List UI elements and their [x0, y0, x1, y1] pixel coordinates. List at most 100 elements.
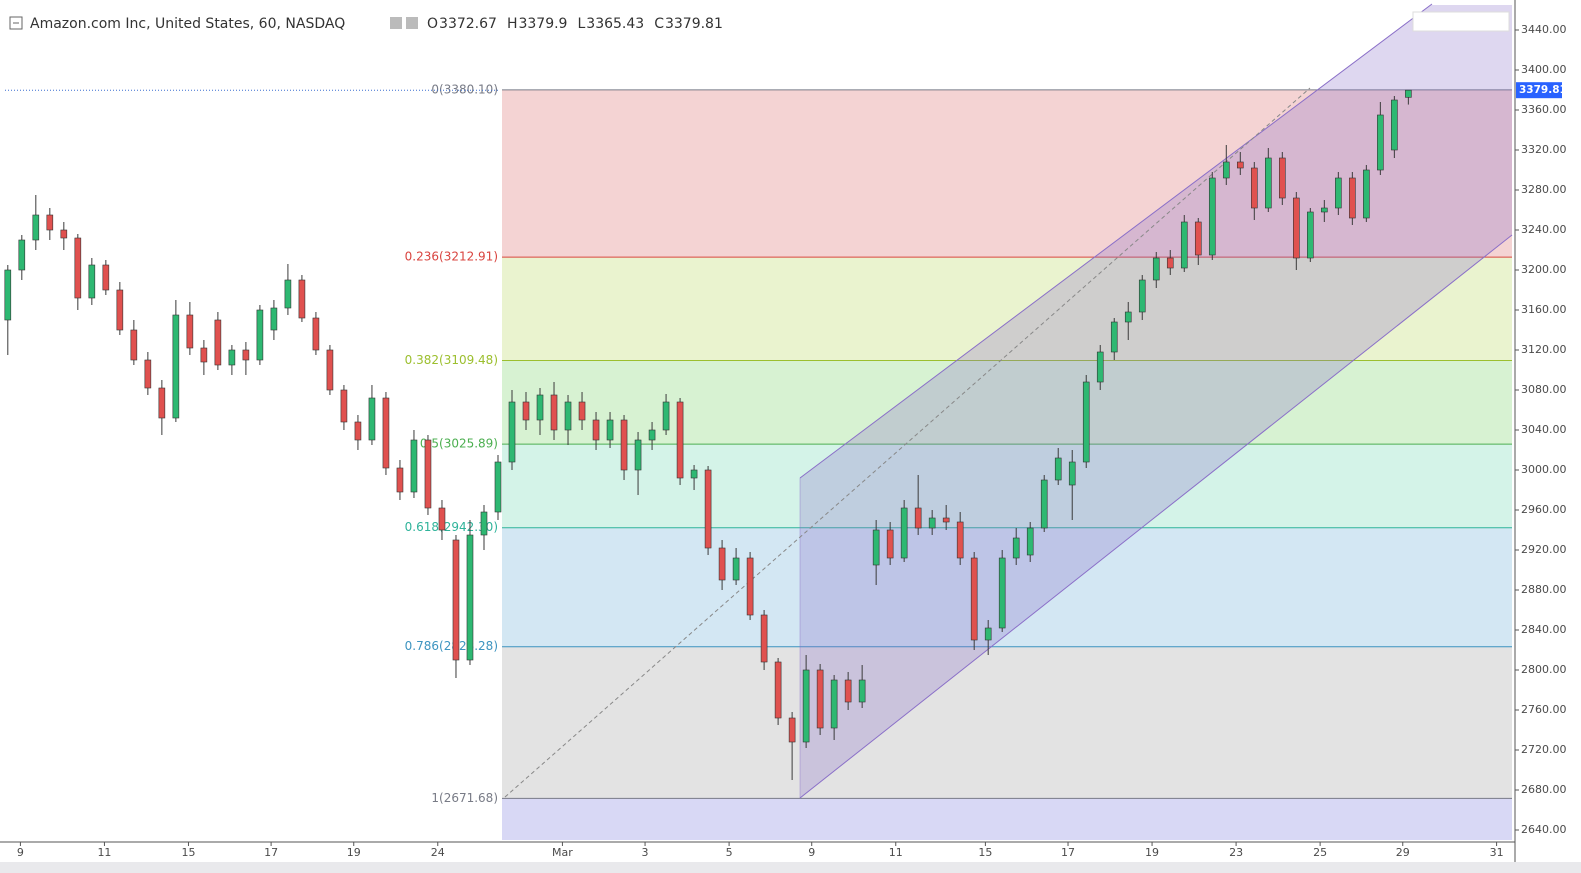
y-tick-label: 3280.00 [1521, 183, 1567, 196]
x-tick-label: 25 [1313, 846, 1327, 859]
candle-body [1068, 461, 1076, 486]
candle-body [214, 319, 222, 366]
x-tick-label: 15 [181, 846, 195, 859]
fib-label: 0.382(3109.48) [405, 353, 498, 367]
fib-zone [502, 89, 1512, 258]
y-tick-label: 2920.00 [1521, 543, 1567, 556]
x-tick-label: 24 [431, 846, 445, 859]
channel-lower [799, 234, 1513, 799]
candle-body [1307, 211, 1314, 259]
y-tick-label: 2800.00 [1521, 663, 1567, 676]
y-tick-label: 2960.00 [1521, 503, 1567, 516]
y-tick-label: 3200.00 [1521, 263, 1567, 276]
candle-body [760, 614, 768, 663]
candle-body [718, 547, 726, 581]
candle-body [256, 309, 264, 361]
candle-body [928, 517, 936, 529]
y-tick-label: 3360.00 [1521, 103, 1567, 116]
fib-label: 1(2671.68) [431, 791, 498, 805]
candle-body [1124, 311, 1132, 323]
fib-zone [502, 527, 1512, 647]
candle-body [578, 401, 586, 421]
candle-body [522, 401, 530, 421]
x-tick-label: 5 [726, 846, 733, 859]
last-price-label: 3379.81 [1519, 84, 1567, 96]
bottom-strip [0, 862, 1581, 873]
candle-body [326, 349, 334, 391]
candle-body [872, 529, 880, 566]
legend-box [1412, 11, 1510, 32]
candle-body [1250, 167, 1258, 209]
candle-body [354, 421, 362, 441]
y-tick-label: 2880.00 [1521, 583, 1567, 596]
y-tick-label: 2760.00 [1521, 703, 1567, 716]
candle-body [1265, 157, 1272, 209]
candle-body [970, 557, 978, 641]
candle-body [368, 397, 376, 441]
x-tick-label: 17 [264, 846, 278, 859]
candle-body [144, 359, 152, 389]
parallel-channel [800, 5, 1512, 798]
candle-body [480, 511, 488, 536]
candle-body [816, 669, 824, 729]
candle-body [648, 429, 656, 441]
candle-body [46, 214, 54, 231]
collapse-icon[interactable] [9, 16, 23, 30]
candle-body [1110, 321, 1118, 353]
candle-body [956, 521, 964, 559]
x-tick-label: 3 [642, 846, 649, 859]
candle-body [60, 229, 68, 239]
fib-zone [502, 798, 1512, 840]
candle-body [914, 507, 922, 529]
candle-body [88, 264, 96, 299]
candle-body [1377, 114, 1384, 171]
candle-body [1335, 177, 1342, 209]
y-tick-label: 2840.00 [1521, 623, 1567, 636]
candle-body [802, 669, 810, 743]
candle-body [690, 469, 698, 479]
x-tick-label: 17 [1061, 846, 1075, 859]
settings-icon[interactable] [406, 17, 418, 29]
y-tick-label: 3440.00 [1521, 23, 1567, 36]
candle-body [312, 317, 320, 351]
candle-body [340, 389, 348, 423]
candle-body [1166, 257, 1174, 269]
fib-label: 0.5(3025.89) [420, 437, 498, 451]
ohlc-key: H [507, 16, 518, 32]
candle-body [32, 214, 40, 241]
fib-zone [502, 646, 1512, 799]
chart-title: Amazon.com Inc, United States, 60, NASDA… [30, 16, 345, 32]
fib-zone [502, 360, 1512, 445]
ohlc-value: 3379.81 [665, 16, 723, 32]
settings-icon[interactable] [390, 17, 402, 29]
candle-body [1349, 177, 1356, 219]
candle-body [564, 401, 572, 431]
candle-body [18, 239, 26, 271]
candle-body [620, 419, 628, 471]
candle-body [130, 329, 138, 361]
ohlc-key: C [654, 16, 664, 32]
fib-retracement: 0(3380.10) 0.236(3212.91) 0.382(3109.48) 0.… [405, 82, 1512, 840]
candle-body [508, 401, 516, 463]
candle-body [1040, 479, 1048, 529]
candle-body [116, 289, 124, 331]
candle-body [74, 237, 82, 299]
y-tick-label: 3400.00 [1521, 63, 1567, 76]
candle-body [844, 679, 852, 703]
candle-body [172, 314, 180, 419]
candle-body [592, 419, 600, 441]
candle-body [1208, 177, 1216, 256]
candle-body [158, 387, 166, 419]
x-tick-label: 19 [347, 846, 361, 859]
candle-body [998, 557, 1006, 629]
candle-body [452, 539, 460, 661]
x-tick-label: 31 [1490, 846, 1504, 859]
candle-body [1012, 537, 1020, 559]
fib-zone [502, 444, 1512, 528]
candle-body [1363, 169, 1370, 219]
candle-body [746, 557, 754, 616]
candle-body [4, 269, 12, 321]
candle-body [942, 517, 950, 523]
candle-body [424, 439, 432, 509]
